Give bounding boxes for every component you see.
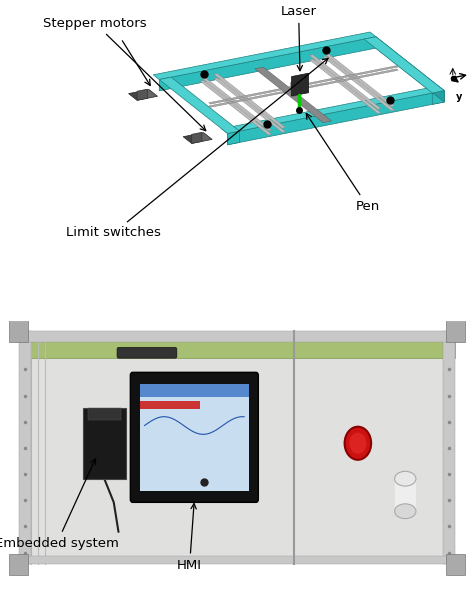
Polygon shape [364, 37, 444, 93]
FancyBboxPatch shape [130, 372, 258, 502]
Ellipse shape [394, 504, 416, 519]
Polygon shape [153, 32, 376, 80]
Circle shape [345, 427, 371, 460]
Bar [88, 408, 121, 420]
Bar [394, 479, 416, 511]
Bar [19, 331, 455, 358]
Polygon shape [323, 52, 395, 106]
Polygon shape [376, 37, 444, 102]
Bar [19, 331, 455, 342]
Bar [0, 0, 474, 319]
Bar [443, 331, 455, 564]
Bar [83, 408, 126, 479]
Polygon shape [214, 78, 285, 132]
Polygon shape [128, 92, 147, 100]
Bar [9, 554, 28, 575]
Text: HMI: HMI [177, 504, 202, 571]
Polygon shape [209, 69, 398, 108]
Polygon shape [291, 81, 299, 97]
Bar [19, 358, 455, 564]
Bar [9, 320, 28, 342]
Polygon shape [137, 89, 147, 100]
Ellipse shape [394, 472, 416, 486]
Polygon shape [310, 59, 381, 113]
Text: Laser: Laser [281, 5, 317, 71]
Polygon shape [228, 90, 444, 145]
Polygon shape [221, 86, 444, 134]
Circle shape [349, 433, 366, 454]
Bar [140, 384, 249, 397]
Polygon shape [159, 37, 376, 91]
Bar [140, 401, 200, 409]
Text: y: y [456, 92, 462, 102]
Polygon shape [292, 73, 309, 96]
Text: Limit switches: Limit switches [66, 59, 328, 239]
Bar [19, 331, 31, 564]
Text: Embedded system: Embedded system [0, 459, 119, 550]
Polygon shape [193, 132, 212, 141]
Polygon shape [323, 56, 395, 111]
Text: Stepper motors: Stepper motors [43, 17, 206, 131]
Polygon shape [310, 55, 381, 109]
Polygon shape [200, 80, 272, 135]
Polygon shape [159, 77, 239, 134]
Polygon shape [214, 74, 285, 128]
FancyBboxPatch shape [117, 348, 177, 358]
Bar [140, 384, 249, 491]
Polygon shape [228, 131, 239, 145]
Text: Pen: Pen [306, 113, 380, 213]
Bar [0, 319, 474, 591]
Polygon shape [432, 90, 444, 105]
Bar [19, 556, 455, 564]
Polygon shape [209, 66, 398, 104]
Bar [446, 320, 465, 342]
Bar [446, 554, 465, 575]
Polygon shape [200, 76, 272, 131]
Polygon shape [183, 135, 202, 144]
Polygon shape [191, 132, 202, 144]
Polygon shape [139, 90, 157, 98]
Polygon shape [255, 67, 332, 123]
